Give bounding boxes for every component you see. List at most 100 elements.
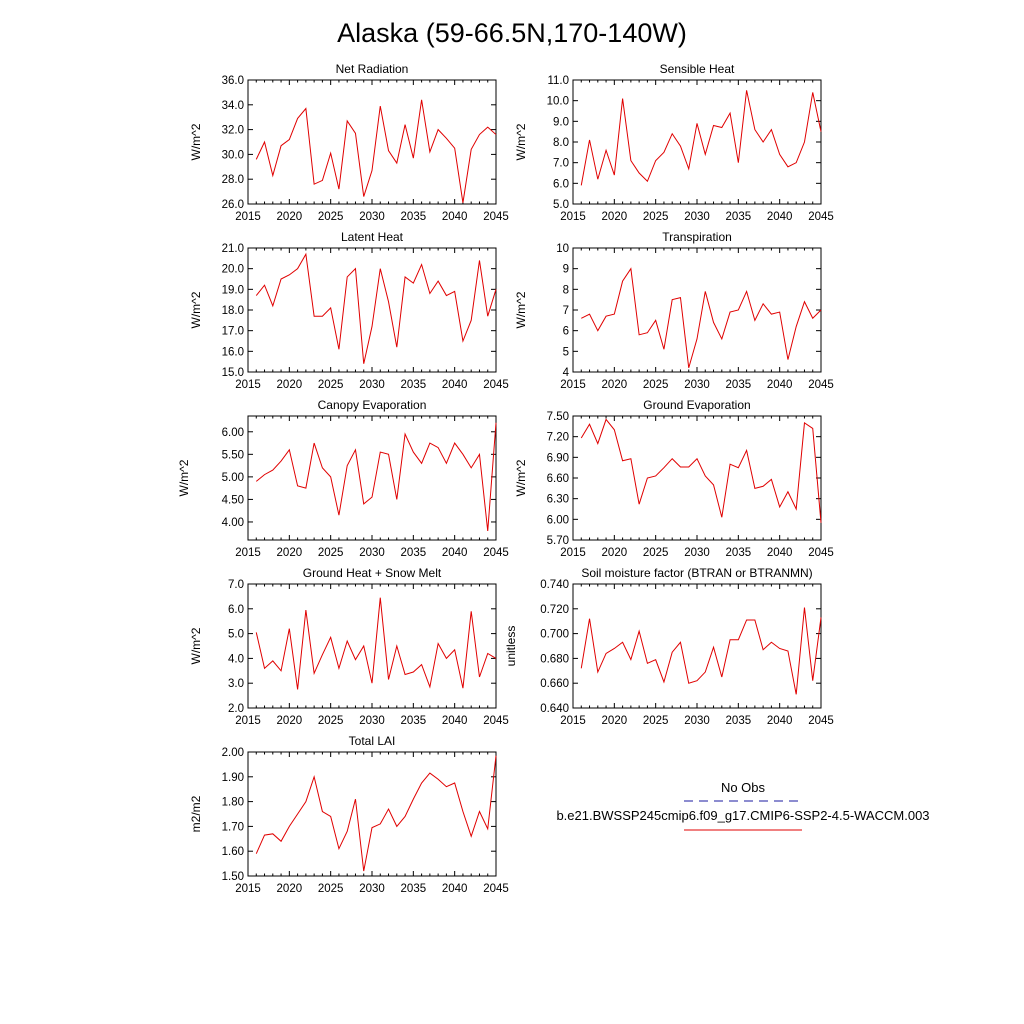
panel-total-lai: Total LAI m2/m2 2015 2020 2025 2030 2035 2040 20…: [189, 734, 509, 895]
y-tick-label: 28.0: [222, 174, 244, 186]
y-tick-label: 15.0: [222, 367, 244, 379]
legend-model-label: b.e21.BWSSP245cmip6.f09_g17.CMIP6-SSP2-4…: [556, 808, 929, 823]
x-tick-label: 2035: [726, 379, 752, 391]
panel-net-radiation: Net Radiation W/m^2 2015 2020 2025 2030 2035 20…: [189, 62, 509, 223]
x-tick-label: 2040: [442, 715, 468, 727]
y-tick-label: 30.0: [222, 149, 244, 161]
x-tick-label: 2020: [277, 883, 303, 895]
series-line-ground-heat-snow-melt: [255, 597, 497, 690]
y-tick-label: 6.60: [547, 473, 569, 485]
y-tick-label: 36.0: [222, 75, 244, 87]
page-title: Alaska (59-66.5N,170-140W): [337, 18, 687, 48]
y-tick-label: 19.0: [222, 284, 244, 296]
panel-title: Sensible Heat: [660, 62, 735, 76]
legend: No Obs b.e21.BWSSP245cmip6.f09_g17.CMIP6…: [556, 780, 930, 831]
plot-frame: [572, 415, 822, 541]
x-tick-label: 2030: [684, 379, 710, 391]
x-tick-label: 2030: [359, 379, 385, 391]
panel-title: Ground Heat + Snow Melt: [303, 566, 442, 580]
y-axis-label: unitless: [504, 626, 518, 667]
x-tick-label: 2025: [318, 883, 344, 895]
x-tick-label: 2025: [643, 547, 669, 559]
series-line-canopy-evaporation: [255, 422, 497, 532]
y-tick-label: 4.0: [228, 653, 244, 665]
plot-frame: [572, 247, 822, 373]
y-axis-label: W/m^2: [514, 459, 528, 496]
y-tick-label: 18.0: [222, 305, 244, 317]
x-tick-label: 2045: [808, 379, 834, 391]
x-tick-label: 2045: [483, 715, 509, 727]
y-tick-label: 20.0: [222, 264, 244, 276]
y-tick-label: 6.0: [228, 604, 244, 616]
x-tick-label: 2035: [401, 211, 427, 223]
y-tick-label: 16.0: [222, 346, 244, 358]
y-tick-label: 2.00: [222, 747, 244, 759]
y-tick-label: 10.0: [547, 96, 569, 108]
y-tick-label: 5.0: [553, 199, 569, 211]
y-tick-label: 5.0: [228, 629, 244, 641]
x-tick-label: 2045: [808, 715, 834, 727]
plot-frame: [572, 79, 822, 205]
y-tick-label: 26.0: [222, 199, 244, 211]
y-tick-label: 9.0: [553, 116, 569, 128]
plot-frame: [247, 583, 497, 709]
x-tick-label: 2025: [318, 379, 344, 391]
x-tick-label: 2035: [401, 715, 427, 727]
panel-transpiration: Transpiration W/m^2 2015 2020 2025 2030 2035 20…: [514, 230, 834, 391]
x-tick-label: 2020: [277, 379, 303, 391]
y-axis-label: W/m^2: [189, 627, 203, 664]
y-tick-label: 4: [563, 367, 570, 379]
panel-title: Transpiration: [662, 230, 732, 244]
legend-obs-label: No Obs: [721, 780, 766, 795]
x-tick-label: 2030: [359, 211, 385, 223]
x-tick-label: 2030: [359, 547, 385, 559]
series-line-ground-evaporation: [580, 418, 822, 523]
x-tick-label: 2025: [318, 547, 344, 559]
y-tick-label: 34.0: [222, 100, 244, 112]
panel-grid: Net Radiation W/m^2 2015 2020 2025 2030 2035 20…: [177, 62, 834, 895]
panel-canopy-evaporation: Canopy Evaporation W/m^2 2015 2020 2025 2030 2…: [177, 398, 509, 559]
x-tick-label: 2035: [726, 547, 752, 559]
x-tick-label: 2015: [560, 211, 586, 223]
x-tick-label: 2015: [235, 715, 261, 727]
y-tick-label: 6.90: [547, 452, 569, 464]
series-line-transpiration: [581, 267, 822, 369]
x-tick-label: 2020: [277, 715, 303, 727]
y-tick-label: 6.30: [547, 494, 569, 506]
y-tick-label: 1.90: [222, 772, 244, 784]
y-tick-label: 0.720: [540, 604, 569, 616]
y-tick-label: 1.50: [222, 871, 244, 883]
x-tick-label: 2040: [442, 883, 468, 895]
panel-title: Soil moisture factor (BTRAN or BTRANMN): [581, 566, 812, 580]
x-tick-label: 2015: [560, 547, 586, 559]
panel-ground-evaporation: Ground Evaporation W/m^2 2015 2020 2025 2030 2…: [514, 398, 834, 559]
x-tick-label: 2015: [560, 379, 586, 391]
y-tick-label: 9: [563, 264, 569, 276]
y-tick-label: 0.680: [540, 653, 569, 665]
x-tick-label: 2040: [442, 547, 468, 559]
x-tick-label: 2040: [767, 715, 793, 727]
y-tick-label: 7: [563, 305, 569, 317]
y-tick-label: 3.0: [228, 678, 244, 690]
panel-ground-heat-snow-melt: Ground Heat + Snow Melt W/m^2 2015 2020 2025…: [189, 566, 509, 727]
y-tick-label: 21.0: [222, 243, 244, 255]
series-line-soil-moisture-factor: [580, 607, 822, 695]
y-tick-label: 8: [563, 284, 569, 296]
x-tick-label: 2025: [643, 211, 669, 223]
series-line-net-radiation: [255, 99, 497, 203]
plot-frame: [572, 583, 822, 709]
x-tick-label: 2025: [643, 715, 669, 727]
y-axis-label: W/m^2: [514, 123, 528, 160]
y-tick-label: 6.0: [553, 178, 569, 190]
y-tick-label: 5.50: [222, 449, 244, 461]
x-tick-label: 2025: [318, 715, 344, 727]
series-line-sensible-heat: [580, 90, 822, 186]
y-tick-label: 7.0: [553, 158, 569, 170]
series-line-latent-heat: [255, 252, 497, 364]
x-tick-label: 2035: [726, 715, 752, 727]
y-tick-label: 17.0: [222, 326, 244, 338]
y-tick-label: 4.00: [222, 517, 244, 529]
x-tick-label: 2045: [483, 547, 509, 559]
x-tick-label: 2015: [235, 883, 261, 895]
plot-frame: [247, 247, 497, 373]
